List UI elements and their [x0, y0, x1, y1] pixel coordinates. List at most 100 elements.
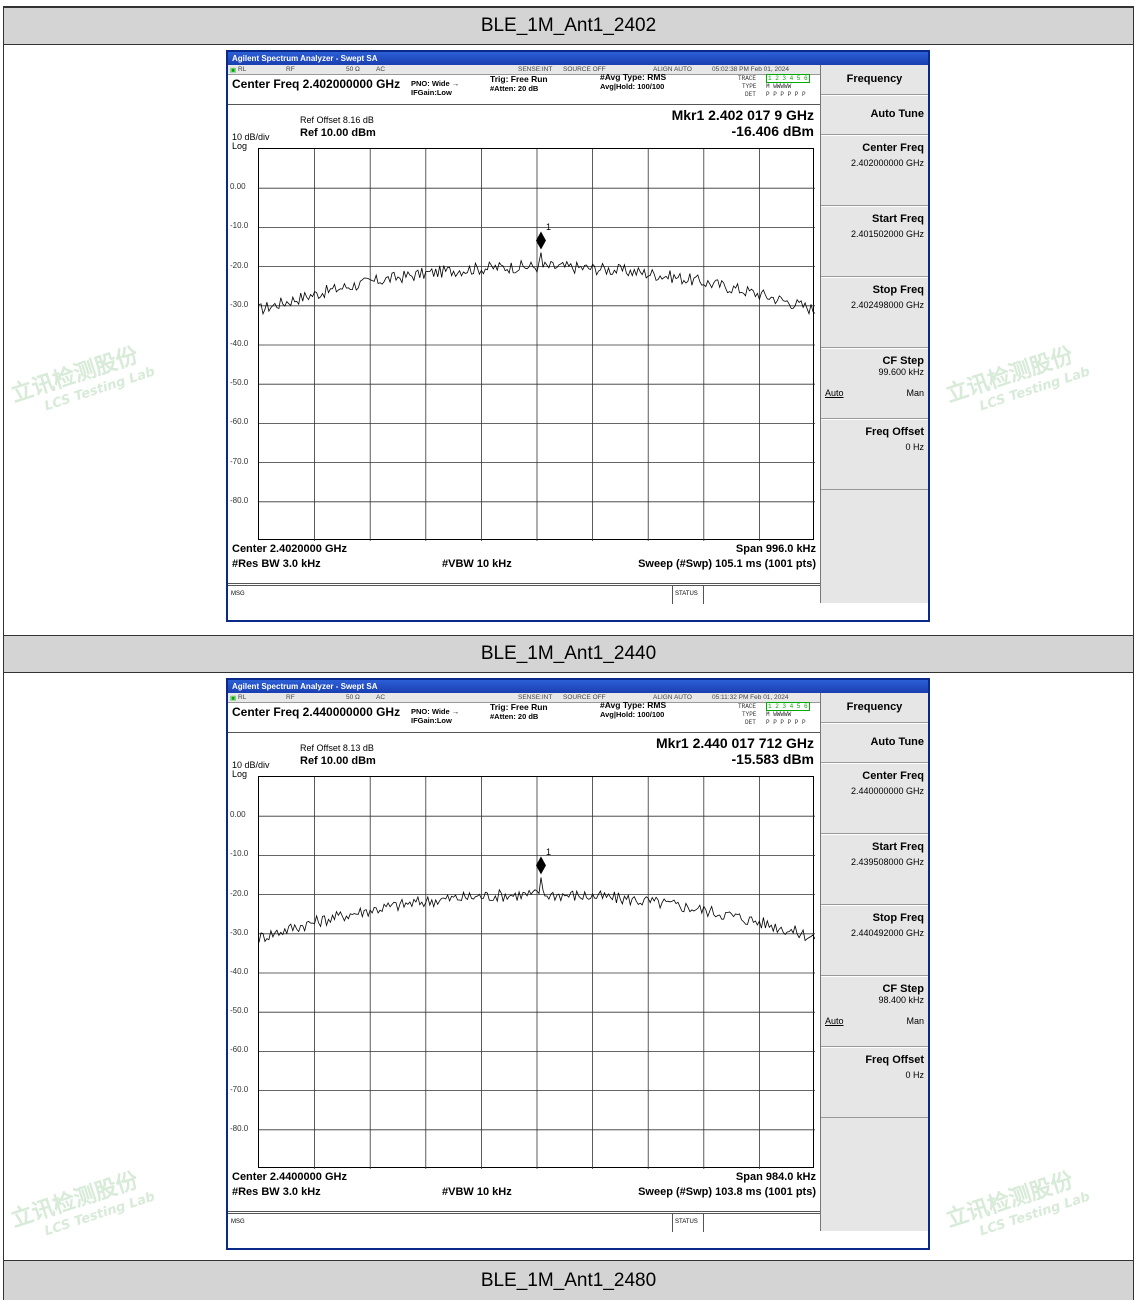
avg-type-label: #Avg Type: RMS	[600, 700, 667, 710]
y-tick-label: -20.0	[230, 888, 249, 898]
align-label: ALIGN AUTO	[653, 694, 692, 701]
cf-step-man[interactable]: Man	[906, 1016, 924, 1026]
det-values: P P P P P P	[766, 719, 806, 726]
marker-diamond-icon	[535, 231, 546, 250]
auto-tune-label: Auto Tune	[870, 736, 924, 748]
window-title: Agilent Spectrum Analyzer - Swept SA	[228, 52, 928, 65]
scale-log: Log	[232, 141, 248, 151]
rf-label: RF	[286, 66, 295, 73]
trace-svg	[259, 149, 815, 541]
section-heading-text: BLE_1M_Ant1_2480	[480, 1269, 657, 1291]
trace-label: TRACE	[738, 75, 757, 82]
freq-offset-softkey[interactable]: Freq Offset 0 Hz	[821, 419, 928, 490]
start-freq-softkey[interactable]: Start Freq 2.439508000 GHz	[821, 834, 928, 905]
y-tick-label: -60.0	[230, 417, 249, 427]
stop-freq-softkey[interactable]: Stop Freq 2.440492000 GHz	[821, 905, 928, 976]
type-label: TYPE	[742, 711, 757, 718]
cf-step-value: 98.400 kHz	[878, 995, 924, 1005]
center-freq-title: Center Freq 2.440000000 GHz	[232, 705, 401, 719]
marker-diamond-icon	[535, 856, 546, 875]
cf-step-value: 99.600 kHz	[878, 367, 924, 377]
ref-offset: Ref Offset 8.13 dB	[300, 743, 374, 753]
rl-label: RL	[238, 694, 247, 701]
status-topbar: ▣ RL RF 50 Ω AC SENSE:INT SOURCE OFF ALI…	[228, 65, 820, 75]
trace-values: 1 2 3 4 5 6	[766, 74, 810, 83]
start-freq-value: 2.439508000 GHz	[850, 857, 924, 867]
center-freq-title: Center Freq 2.402000000 GHz	[232, 77, 401, 91]
pno-text: PNO: Wide	[411, 79, 450, 88]
det-label: DET	[745, 719, 756, 726]
y-tick-label: -40.0	[230, 339, 249, 348]
rbw-footer: #Res BW 3.0 kHz	[232, 558, 321, 570]
det-values: P P P P P P	[766, 91, 806, 98]
arrow-icon: →	[451, 707, 460, 716]
plot-area: Ref Offset 8.13 dB Ref 10.00 dBm 10 dB/d…	[228, 732, 820, 1212]
trace-svg	[259, 777, 815, 1169]
center-freq-softkey[interactable]: Center Freq 2.440000000 GHz	[821, 763, 928, 834]
type-values: M WWWWW	[766, 711, 792, 718]
freq-offset-value: 0 Hz	[905, 442, 924, 452]
start-freq-label: Start Freq	[872, 213, 924, 225]
auto-tune-softkey[interactable]: Auto Tune	[821, 95, 928, 135]
section-heading: BLE_1M_Ant1_2402	[4, 7, 1133, 45]
msg-label: MSG	[231, 1219, 245, 1225]
y-tick-label: -20.0	[230, 260, 249, 270]
spectrum-analyzer-window: Agilent Spectrum Analyzer - Swept SA ▣ R…	[226, 678, 930, 1250]
det-label: DET	[745, 91, 756, 98]
stop-freq-label: Stop Freq	[872, 912, 924, 924]
trace-line	[259, 877, 815, 943]
y-tick-label: -50.0	[230, 1006, 249, 1016]
status-bar: MSG STATUS	[228, 1213, 820, 1232]
span-footer: Span 996.0 kHz	[735, 543, 816, 555]
timestamp: 05:11:32 PM Feb 01, 2024	[712, 694, 789, 701]
rf-label: RF	[286, 694, 295, 701]
arrow-icon: →	[451, 79, 460, 88]
sweep-footer: Sweep (#Swp) 105.1 ms (1001 pts)	[638, 558, 816, 570]
section-heading-text: BLE_1M_Ant1_2440	[480, 643, 657, 664]
menu-header: Frequency	[821, 693, 928, 723]
center-freq-softkey[interactable]: Center Freq 2.402000000 GHz	[821, 135, 928, 206]
start-freq-softkey[interactable]: Start Freq 2.401502000 GHz	[821, 206, 928, 277]
rbw-footer: #Res BW 3.0 kHz	[232, 1186, 321, 1198]
scale-div: 10 dB/div	[232, 132, 270, 142]
marker-1-label: 1	[545, 222, 551, 233]
marker-level: -15.583 dBm	[731, 751, 814, 767]
y-tick-label: -10.0	[230, 221, 249, 231]
cf-step-auto[interactable]: Auto	[825, 388, 844, 398]
center-footer: Center 2.4400000 GHz	[232, 1171, 347, 1183]
status-bar: MSG STATUS	[228, 585, 820, 604]
freq-offset-softkey[interactable]: Freq Offset 0 Hz	[821, 1047, 928, 1118]
vbw-footer: #VBW 10 kHz	[442, 558, 512, 570]
sense-label: SENSE:INT	[518, 694, 553, 701]
pno-text: PNO: Wide	[411, 707, 450, 716]
pno-label: PNO: Wide →	[411, 79, 459, 88]
stop-freq-softkey[interactable]: Stop Freq 2.402498000 GHz	[821, 277, 928, 348]
stop-freq-label: Stop Freq	[872, 284, 924, 296]
type-values: M WWWWW	[766, 83, 792, 90]
marker-1-label: 1	[545, 847, 551, 858]
center-footer: Center 2.4020000 GHz	[232, 543, 347, 555]
window-title: Agilent Spectrum Analyzer - Swept SA	[228, 680, 928, 693]
ohm-label: 50 Ω	[346, 66, 360, 73]
cf-step-softkey[interactable]: CF Step 99.600 kHz Auto Man	[821, 348, 928, 419]
cf-step-auto[interactable]: Auto	[825, 1016, 844, 1026]
atten-label: #Atten: 20 dB	[490, 84, 539, 93]
cf-step-softkey[interactable]: CF Step 98.400 kHz Auto Man	[821, 976, 928, 1047]
section-heading: BLE_1M_Ant1_2440	[4, 635, 1133, 673]
start-freq-label: Start Freq	[872, 841, 924, 853]
start-freq-value: 2.401502000 GHz	[850, 229, 924, 239]
avg-hold-label: Avg|Hold: 100/100	[600, 710, 665, 719]
ac-label: AC	[376, 694, 386, 701]
atten-label: #Atten: 20 dB	[490, 712, 539, 721]
y-tick-label: -80.0	[230, 495, 249, 505]
y-tick-label: 0.00	[230, 182, 246, 192]
marker-frequency: Mkr1 2.440 017 712 GHz	[656, 735, 814, 751]
auto-tune-softkey[interactable]: Auto Tune	[821, 723, 928, 763]
cf-step-label: CF Step	[882, 355, 924, 367]
y-tick-label: -30.0	[230, 299, 249, 309]
scale-log: Log	[232, 769, 248, 779]
freq-offset-value: 0 Hz	[905, 1070, 924, 1080]
freq-offset-label: Freq Offset	[865, 1054, 924, 1066]
trig-label: Trig: Free Run	[490, 702, 548, 712]
cf-step-man[interactable]: Man	[906, 388, 924, 398]
